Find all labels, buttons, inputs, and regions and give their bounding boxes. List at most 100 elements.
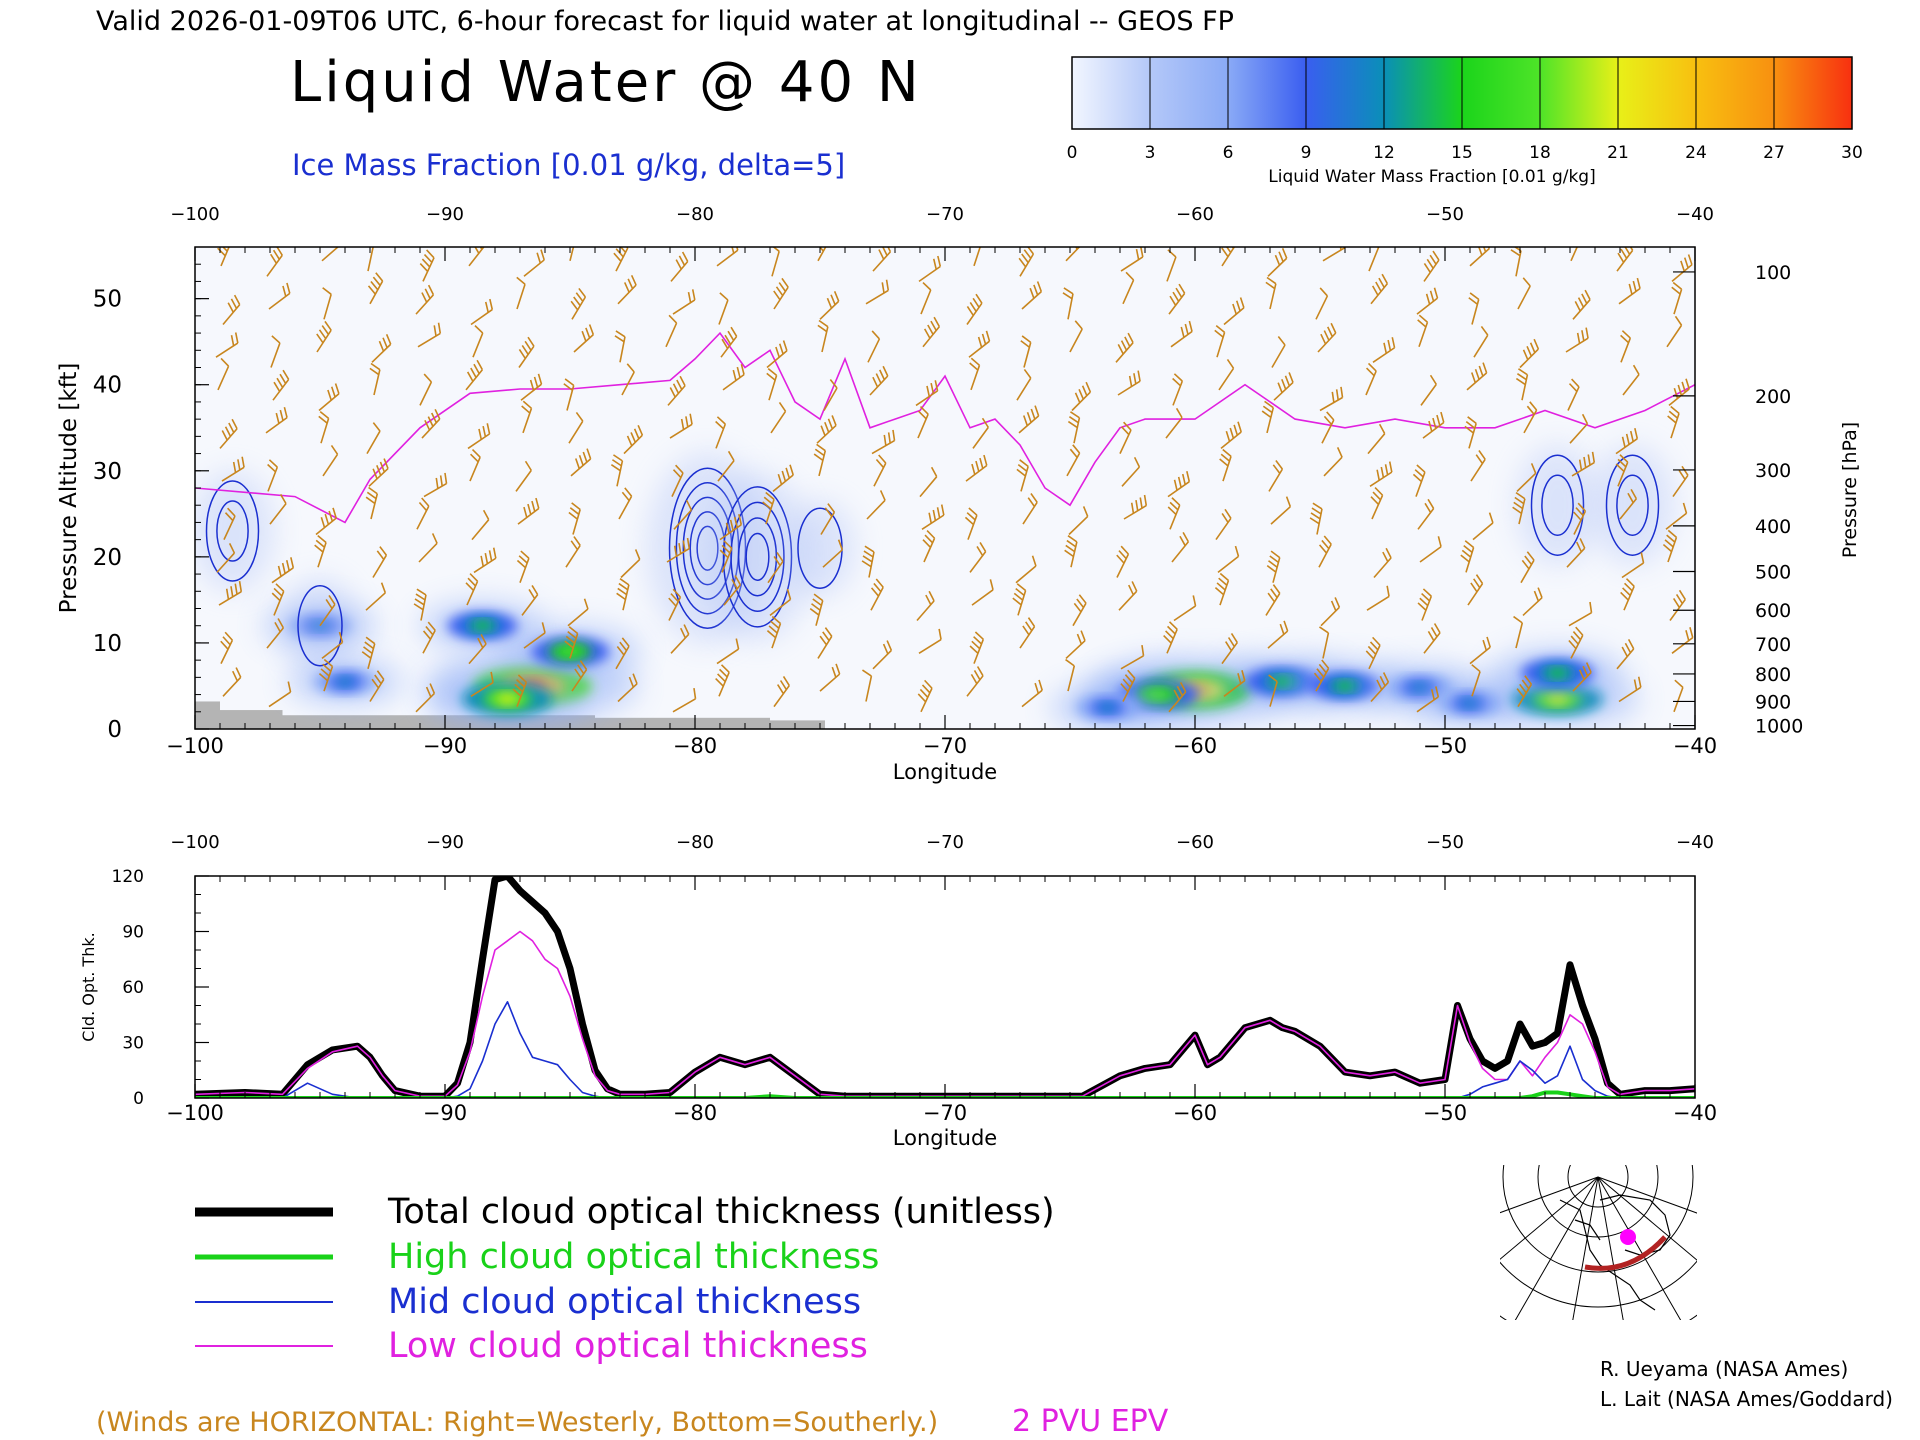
wind-barb bbox=[1673, 679, 1684, 713]
wind-barb-feather bbox=[465, 582, 475, 592]
wind-barb-feather bbox=[281, 562, 286, 574]
wind-barb-feather bbox=[1482, 362, 1488, 374]
wind-barb-feather bbox=[540, 249, 545, 261]
wind-barb-feather bbox=[1120, 426, 1130, 436]
wind-barb-feather bbox=[1475, 574, 1484, 584]
wind-barb-feather bbox=[989, 579, 994, 591]
wind-barb bbox=[468, 634, 487, 665]
wind-barb-feather bbox=[1186, 471, 1191, 482]
wind-barb-feather bbox=[1589, 601, 1593, 613]
optical-thickness-background bbox=[195, 876, 1695, 1098]
wind-barb-feather bbox=[1214, 329, 1224, 338]
wind-barb-feather bbox=[685, 416, 689, 428]
wind-barb-feather bbox=[621, 491, 630, 502]
wind-barb bbox=[571, 660, 588, 692]
wind-barb bbox=[1215, 508, 1232, 541]
wind-barb-feather bbox=[626, 363, 635, 373]
x-tick-label-top: −50 bbox=[1426, 204, 1464, 225]
wind-barb-feather bbox=[522, 400, 532, 409]
wind-barb-feather bbox=[813, 593, 824, 602]
wind-barb-staff bbox=[1420, 383, 1437, 406]
ice-contour bbox=[745, 532, 770, 581]
wind-barb-feather bbox=[427, 284, 435, 296]
wind-barb-feather bbox=[1417, 602, 1427, 611]
wind-barb bbox=[1473, 325, 1489, 358]
wind-barb-staff bbox=[973, 247, 983, 267]
wind-barb-feather bbox=[579, 660, 588, 670]
wind-barb-feather bbox=[1063, 287, 1074, 295]
wind-barb-feather bbox=[928, 590, 935, 602]
wind-barb-feather bbox=[330, 444, 339, 455]
wind-barb-feather bbox=[333, 247, 339, 248]
wind-barb bbox=[1270, 496, 1292, 525]
wind-barb-feather bbox=[1632, 280, 1637, 292]
wind-barb bbox=[1671, 254, 1693, 283]
wind-barb-feather bbox=[1277, 336, 1286, 346]
wind-barb-feather bbox=[1285, 496, 1292, 507]
wind-barb-feather bbox=[820, 425, 826, 436]
wind-barb bbox=[614, 330, 626, 363]
wind-barb bbox=[1120, 247, 1144, 272]
wind-barb-staff bbox=[220, 247, 232, 267]
wind-barb-feather bbox=[431, 412, 438, 424]
pressure-tick-label: 900 bbox=[1755, 691, 1791, 713]
wind-barb-feather bbox=[740, 363, 745, 375]
wind-barb bbox=[1317, 322, 1337, 353]
wind-barb-feather bbox=[626, 435, 633, 447]
wind-barb-feather bbox=[233, 294, 241, 305]
wind-barb-feather bbox=[1066, 539, 1077, 548]
wind-barb-feather bbox=[516, 679, 526, 688]
wind-barb-feather bbox=[482, 425, 487, 437]
wind-barb-feather bbox=[324, 513, 330, 525]
wind-barb-feather bbox=[1124, 674, 1134, 684]
wind-barb-feather bbox=[1281, 378, 1287, 390]
wind-barb-feather bbox=[480, 634, 487, 645]
wind-barb-feather bbox=[1387, 339, 1392, 351]
wind-barb-feather bbox=[1626, 247, 1634, 251]
wind-barb bbox=[371, 333, 392, 363]
wind-barb-feather bbox=[230, 586, 234, 597]
terrain-segment bbox=[220, 710, 283, 729]
wind-barb bbox=[1422, 411, 1445, 439]
wind-barb bbox=[666, 537, 691, 563]
wind-barb bbox=[1117, 370, 1141, 396]
wind-barb-feather bbox=[1342, 247, 1347, 248]
wind-barb-feather bbox=[974, 631, 984, 640]
wind-barb bbox=[415, 683, 436, 713]
wind-barb-feather bbox=[814, 448, 825, 457]
wind-barb bbox=[573, 324, 595, 353]
wind-barb-staff bbox=[866, 499, 886, 520]
wind-barb bbox=[773, 277, 789, 310]
wind-barb-feather bbox=[467, 577, 477, 587]
wind-barb-feather bbox=[484, 552, 489, 564]
wind-barb-staff bbox=[620, 558, 641, 579]
wind-barb-feather bbox=[415, 593, 426, 601]
wind-barb-feather bbox=[727, 330, 735, 341]
wind-barb-feather bbox=[1464, 425, 1474, 434]
wind-barb bbox=[668, 588, 682, 621]
wind-barb-feather bbox=[1316, 668, 1325, 678]
wind-barb bbox=[1170, 320, 1193, 348]
wind-barb-feather bbox=[1013, 592, 1024, 601]
wind-barb-feather bbox=[1670, 405, 1680, 414]
wind-barb bbox=[271, 557, 295, 584]
wind-barb bbox=[1068, 506, 1089, 536]
inset-map bbox=[1500, 1165, 1697, 1320]
wind-barb-feather bbox=[1175, 287, 1183, 298]
wind-barb-feather bbox=[321, 325, 330, 335]
wind-barb-feather bbox=[1386, 585, 1390, 597]
wind-barb-feather bbox=[1673, 387, 1679, 399]
wind-barb-feather bbox=[1225, 430, 1231, 442]
wind-barb bbox=[773, 676, 790, 708]
colorbar-tick-label: 24 bbox=[1685, 143, 1707, 163]
wind-barb-feather bbox=[1382, 672, 1390, 683]
wind-barb-feather bbox=[413, 603, 424, 611]
wind-barb bbox=[673, 499, 693, 530]
wind-barb bbox=[1261, 400, 1275, 434]
x-axis-label: Longitude bbox=[893, 760, 997, 784]
wind-barb-feather bbox=[1384, 464, 1389, 476]
wind-barb-feather bbox=[228, 422, 235, 433]
ice-contour bbox=[297, 584, 343, 667]
wind-barb-feather bbox=[224, 426, 232, 437]
wind-barb bbox=[222, 667, 242, 697]
